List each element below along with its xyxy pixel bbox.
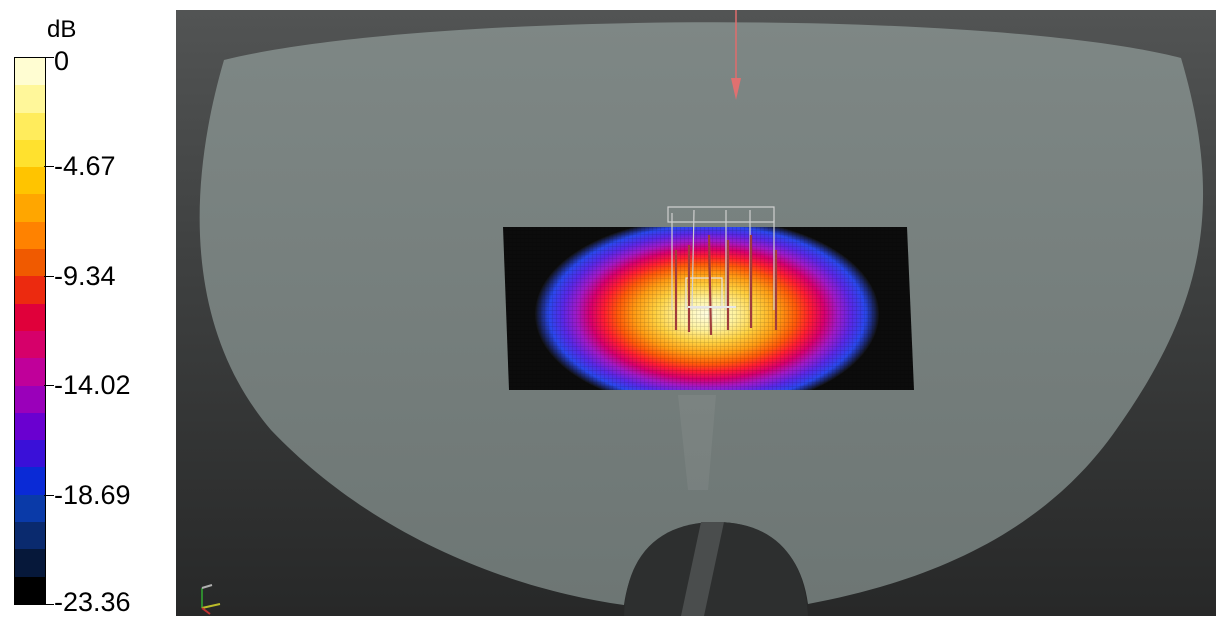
colorbar-segment (15, 85, 45, 113)
antenna-wireframe (667, 206, 775, 311)
tick-label: -18.69 (54, 480, 131, 510)
colorbar-segment (15, 549, 45, 577)
scene-svg[interactable] (176, 10, 1216, 616)
tick-mark (44, 604, 54, 605)
colorbar-segment (15, 112, 45, 140)
tick-mark (44, 166, 54, 167)
tick-mark (44, 276, 54, 277)
colorbar-segment (15, 576, 45, 604)
tick-label: -14.02 (54, 370, 131, 400)
colorbar-segment (15, 58, 45, 86)
colorbar-segment (15, 194, 45, 222)
colorbar (14, 57, 46, 605)
colorbar-segment (15, 440, 45, 468)
colorbar-segment (15, 467, 45, 495)
axes-gizmo-icon[interactable] (201, 584, 221, 615)
tick-label: 0 (54, 46, 70, 76)
colorbar-segment (15, 412, 45, 441)
3d-viewport[interactable] (176, 10, 1216, 616)
tick-mark (44, 385, 54, 386)
tick-mark (44, 495, 54, 496)
tick-label: -23.36 (54, 587, 131, 617)
colorbar-segment (15, 276, 45, 304)
tick-label: -4.67 (54, 151, 116, 181)
colorbar-segment (15, 139, 45, 168)
antenna-elements (674, 234, 778, 336)
colorbar-segment (15, 167, 45, 195)
legend-unit-label: dB (47, 16, 77, 43)
colorbar-segment (15, 494, 45, 523)
source-arrow-icon (731, 10, 741, 100)
colorbar-segment (15, 358, 45, 386)
colorbar-segment (15, 385, 45, 413)
colorbar-segment (15, 522, 45, 550)
tick-mark (44, 57, 54, 58)
colorbar-segment (15, 330, 45, 359)
probe-stem (678, 395, 716, 490)
colorbar-segment (15, 249, 45, 277)
cable (681, 522, 724, 616)
colorbar-segment (15, 303, 45, 331)
bottom-cutout (624, 522, 808, 616)
tick-label: -9.34 (54, 261, 116, 291)
color-legend: dB 0 -4.67 -9.34 -14.02 -18.69 -23.36 (0, 0, 170, 616)
colorbar-segment (15, 221, 45, 250)
